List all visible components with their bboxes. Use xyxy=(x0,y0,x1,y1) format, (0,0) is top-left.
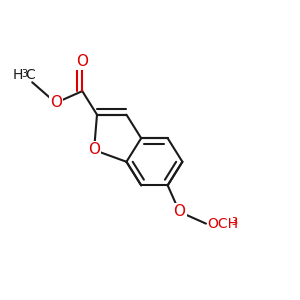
Text: O: O xyxy=(173,204,185,219)
Text: O: O xyxy=(50,95,62,110)
Text: C: C xyxy=(26,68,35,82)
Text: O: O xyxy=(76,54,88,69)
Text: 3: 3 xyxy=(231,218,237,227)
Text: 3: 3 xyxy=(21,69,28,79)
Text: H: H xyxy=(13,68,23,82)
Text: OCH: OCH xyxy=(207,217,238,231)
Text: O: O xyxy=(88,142,100,158)
